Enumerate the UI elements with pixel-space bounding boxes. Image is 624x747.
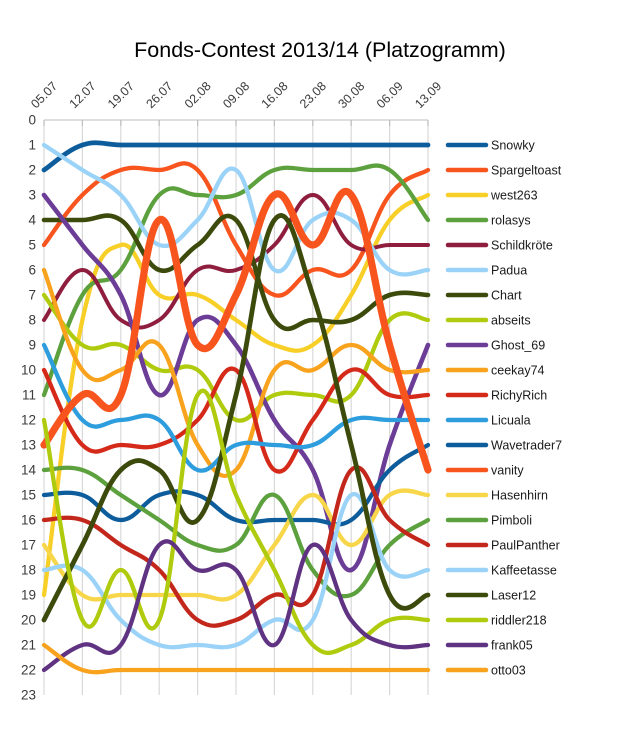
legend-label-vanity: vanity [491,464,524,478]
y-axis-tick-label: 4 [28,213,36,228]
y-axis-tick-label: 16 [21,513,36,528]
legend-label-riddler218: riddler218 [491,614,547,628]
y-axis-tick-label: 9 [28,338,36,353]
series-line-Schildkröte [42,193,430,330]
series-line-rolasys [41,163,431,398]
series-line-otto03 [41,642,431,675]
series-line-abseits [41,292,431,423]
x-axis-tick-label: 13.09 [412,79,444,111]
y-axis-tick-label: 1 [28,138,36,153]
legend-label-Chart: Chart [491,289,522,303]
y-axis-tick-label: 6 [28,263,36,278]
x-axis-tick-label: 05.07 [28,79,60,111]
y-axis-tick-label: 23 [21,688,36,703]
series-line-frank05 [41,539,431,673]
y-axis-tick-label: 17 [21,538,36,553]
chart-canvas: 0123456789101112131415161718192021222305… [21,79,562,702]
series-line-Laser12 [41,213,431,623]
y-axis-tick-label: 13 [21,438,36,453]
y-axis-tick-label: 2 [28,163,36,178]
x-axis-tick-label: 02.08 [182,79,214,111]
legend-label-Wavetrader7: Wavetrader7 [491,439,562,453]
series-line-Pimboli [41,465,431,599]
series-line-Licuala [41,342,431,473]
y-axis-tick-label: 7 [28,288,36,303]
series-line-PaulPanther [41,465,431,628]
series-line-west263 [41,192,431,598]
x-axis-tick-label: 09.08 [220,79,252,111]
series-line-riddler218 [41,388,431,656]
legend-label-Snowky: Snowky [491,139,536,153]
series-line-Padua [41,142,431,277]
legend-label-west263: west263 [490,189,538,203]
legend-label-abseits: abseits [491,314,531,328]
series-line-Chart [41,213,431,332]
legend-label-rolasys: rolasys [491,214,531,228]
legend-label-ceekay74: ceekay74 [491,364,545,378]
series-line-Snowky [41,140,431,173]
legend-label-Schildkröte: Schildkröte [491,239,553,253]
x-axis-tick-label: 12.07 [67,79,99,111]
y-axis-tick-label: 14 [21,463,37,478]
y-axis-tick-label: 8 [28,313,36,328]
legend-label-Padua: Padua [491,264,527,278]
y-axis-tick-label: 20 [21,613,36,628]
legend-label-frank05: frank05 [491,639,533,653]
legend-label-Licuala: Licuala [491,414,531,428]
y-axis-tick-label: 3 [28,188,36,203]
legend-label-Kaffeetasse: Kaffeetasse [491,564,557,578]
y-axis-tick-label: 22 [21,663,36,678]
legend-label-Ghost_69: Ghost_69 [491,339,545,353]
y-axis-tick-label: 10 [21,363,36,378]
y-axis-tick-label: 5 [28,238,36,253]
legend-label-PaulPanther: PaulPanther [491,539,560,553]
legend-label-Laser12: Laser12 [491,589,536,603]
x-axis-tick-label: 19.07 [105,79,137,111]
chart-title: Fonds-Contest 2013/14 (Platzogramm) [134,38,506,62]
x-axis-tick-label: 16.08 [259,79,291,111]
x-axis-tick-label: 26.07 [143,79,175,111]
y-axis-tick-label: 0 [28,113,36,128]
legend-label-RichyRich: RichyRich [491,389,547,403]
y-axis-tick-label: 15 [21,488,36,503]
y-axis-tick-label: 19 [21,588,36,603]
legend-label-Pimboli: Pimboli [491,514,532,528]
y-axis-tick-label: 12 [21,413,36,428]
x-axis-tick-label: 30.08 [335,79,367,111]
legend-label-Hasenhirn: Hasenhirn [491,489,548,503]
series-line-vanity [40,188,432,474]
y-axis-tick-label: 11 [22,388,36,403]
x-axis-tick-label: 06.09 [374,79,406,111]
y-axis-tick-label: 18 [21,563,36,578]
legend-label-Spargeltoast: Spargeltoast [491,164,562,178]
series-line-Hasenhirn [41,488,431,602]
legend-label-otto03: otto03 [491,664,526,678]
series-line-RichyRich [41,366,431,474]
x-axis-tick-label: 23.08 [297,79,329,111]
y-axis-tick-label: 21 [21,638,36,653]
